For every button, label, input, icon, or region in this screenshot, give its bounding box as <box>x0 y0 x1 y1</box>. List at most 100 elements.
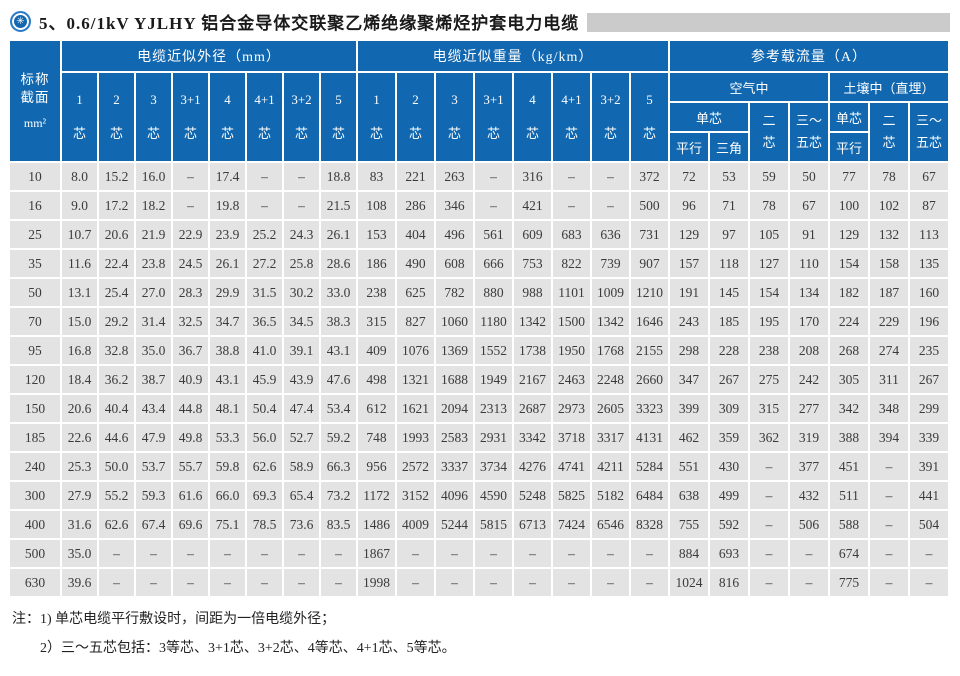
value-cell: 362 <box>750 424 788 451</box>
value-cell: 9.0 <box>62 192 97 219</box>
value-cell: 4590 <box>475 482 512 509</box>
value-cell: 267 <box>710 366 748 393</box>
value-cell: 97 <box>710 221 748 248</box>
table-row: 25 10.7 20.6 21.9 22.9 23.9 25.2 24.3 26.1 153 404… <box>10 221 948 248</box>
value-cell: – <box>592 163 629 190</box>
value-cell: 731 <box>631 221 668 248</box>
table-row: 16 9.0 17.2 18.2–19.8– –21.5 108 286 346–421– –5… <box>10 192 948 219</box>
value-cell: 15.2 <box>99 163 134 190</box>
value-cell: – <box>210 569 245 596</box>
value-cell: 666 <box>475 250 512 277</box>
value-cell: 24.5 <box>173 250 208 277</box>
value-cell: – <box>247 540 282 567</box>
size-cell: 185 <box>10 424 60 451</box>
value-cell: 32.5 <box>173 308 208 335</box>
value-cell: 4276 <box>514 453 551 480</box>
air-single-core-header: 单芯 <box>670 103 748 131</box>
value-cell: 956 <box>358 453 395 480</box>
value-cell: 59.8 <box>210 453 245 480</box>
value-cell: 191 <box>670 279 708 306</box>
value-cell: 3323 <box>631 395 668 422</box>
corner-unit: mm² <box>23 116 47 131</box>
value-cell: 347 <box>670 366 708 393</box>
value-cell: 62.6 <box>247 453 282 480</box>
value-cell: 48.1 <box>210 395 245 422</box>
value-cell: – <box>870 482 908 509</box>
value-cell: 2313 <box>475 395 512 422</box>
value-cell: 1172 <box>358 482 395 509</box>
value-cell: 2572 <box>397 453 434 480</box>
value-cell: 5248 <box>514 482 551 509</box>
value-cell: 110 <box>790 250 828 277</box>
value-cell: 53.3 <box>210 424 245 451</box>
value-cell: – <box>284 569 319 596</box>
value-cell: 75.1 <box>210 511 245 538</box>
value-cell: 31.4 <box>136 308 171 335</box>
value-cell: 2155 <box>631 337 668 364</box>
value-cell: 1552 <box>475 337 512 364</box>
value-cell: 157 <box>670 250 708 277</box>
value-cell: 154 <box>750 279 788 306</box>
value-cell: 27.2 <box>247 250 282 277</box>
value-cell: 1950 <box>553 337 590 364</box>
value-cell: 25.4 <box>99 279 134 306</box>
value-cell: 1369 <box>436 337 473 364</box>
value-cell: 377 <box>790 453 828 480</box>
value-cell: – <box>397 569 434 596</box>
value-cell: 1993 <box>397 424 434 451</box>
soil-single-core-header: 单芯 <box>830 103 868 131</box>
value-cell: – <box>321 569 356 596</box>
value-cell: 35.0 <box>62 540 97 567</box>
table-row: 150 20.6 40.4 43.4 44.8 48.1 50.4 47.4 53.4 612 16… <box>10 395 948 422</box>
value-cell: 44.6 <box>99 424 134 451</box>
value-cell: – <box>750 540 788 567</box>
soil-two-core-header: 二 芯 <box>870 103 908 161</box>
value-cell: 55.2 <box>99 482 134 509</box>
value-cell: 339 <box>910 424 948 451</box>
size-cell: 120 <box>10 366 60 393</box>
value-cell: 29.2 <box>99 308 134 335</box>
value-cell: 38.7 <box>136 366 171 393</box>
value-cell: 551 <box>670 453 708 480</box>
core-count-header: 4+1 芯 <box>553 73 590 161</box>
footnotes: 注：1) 单芯电缆平行敷设时，间距为一倍电缆外径； 2）三～五芯包括：3等芯、3… <box>12 610 960 658</box>
value-cell: 47.6 <box>321 366 356 393</box>
value-cell: – <box>631 569 668 596</box>
value-cell: 399 <box>670 395 708 422</box>
value-cell: 158 <box>870 250 908 277</box>
value-cell: – <box>99 540 134 567</box>
value-cell: – <box>592 192 629 219</box>
table-row: 630 39.6– – – – – – –1998– – – – – – –1024 816– –775– – <box>10 569 948 596</box>
value-cell: 40.9 <box>173 366 208 393</box>
value-cell: 65.4 <box>284 482 319 509</box>
value-cell: – <box>247 569 282 596</box>
value-cell: 154 <box>830 250 868 277</box>
air-group-header: 空气中 <box>670 73 828 101</box>
table-row: 95 16.8 32.8 35.0 36.7 38.8 41.0 39.1 43.1 409 107… <box>10 337 948 364</box>
value-cell: 388 <box>830 424 868 451</box>
air-two-core-header: 二 芯 <box>750 103 788 161</box>
value-cell: 5815 <box>475 511 512 538</box>
page-title: 5、0.6/1kV YJLHY 铝合金导体交联聚乙烯绝缘聚烯烃护套电力电缆 <box>39 13 580 33</box>
value-cell: 208 <box>790 337 828 364</box>
size-cell: 400 <box>10 511 60 538</box>
value-cell: 6484 <box>631 482 668 509</box>
value-cell: 118 <box>710 250 748 277</box>
value-cell: 625 <box>397 279 434 306</box>
value-cell: 592 <box>710 511 748 538</box>
value-cell: – <box>790 569 828 596</box>
value-cell: 1024 <box>670 569 708 596</box>
three-five-line1: 三～ <box>915 112 942 128</box>
group-header-diameter: 电缆近似外径（mm） <box>62 41 356 71</box>
size-cell: 10 <box>10 163 60 190</box>
value-cell: 132 <box>870 221 908 248</box>
value-cell: – <box>870 540 908 567</box>
value-cell: 348 <box>870 395 908 422</box>
value-cell: 3718 <box>553 424 590 451</box>
value-cell: 359 <box>710 424 748 451</box>
value-cell: – <box>210 540 245 567</box>
value-cell: 67 <box>910 163 948 190</box>
